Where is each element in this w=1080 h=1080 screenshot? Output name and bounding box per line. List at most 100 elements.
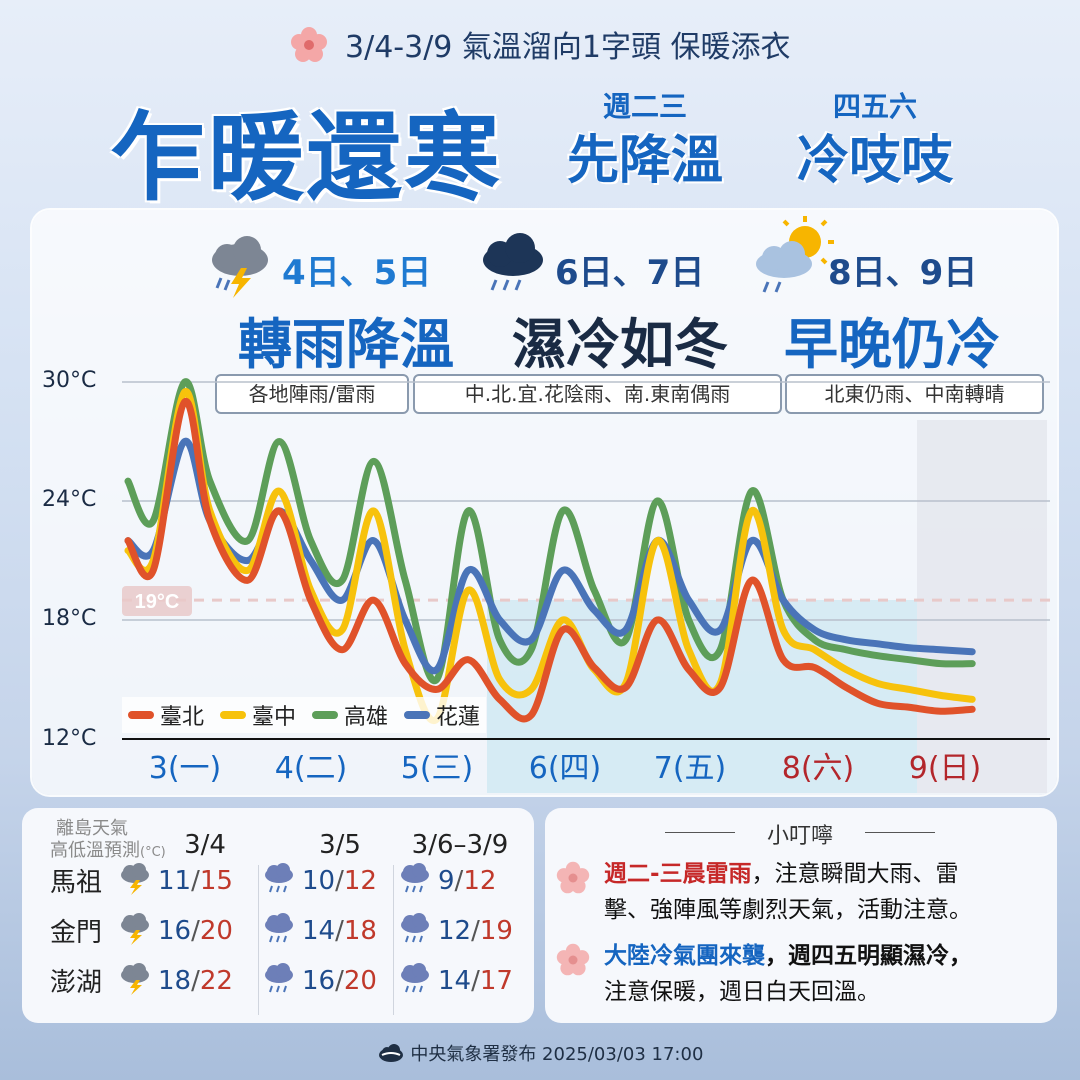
slash: / (335, 916, 344, 946)
low-temp: 16 (302, 966, 336, 996)
x-tick-label: 9(日) (908, 751, 982, 786)
high-temp: 19 (479, 916, 513, 946)
island-temp-cell: 11/15 (118, 862, 233, 900)
low-temp: 9 (438, 866, 455, 896)
slash: / (335, 866, 344, 896)
phase3-dates: 8日、9日 (828, 253, 978, 293)
high-temp: 20 (199, 916, 233, 946)
tip1-text-a: ，注意瞬間大雨、雷 (751, 861, 959, 887)
island-temp-cell: 16/20 (262, 962, 377, 1000)
low-temp: 18 (158, 966, 192, 996)
footer-text: 中央氣象署發布 2025/03/03 17:00 (410, 1044, 704, 1065)
legend-swatch (404, 711, 431, 719)
weekend-band (917, 420, 1047, 793)
rain-cloud-icon (262, 912, 296, 950)
legend-swatch (312, 711, 339, 719)
rain-cloud-icon (398, 862, 432, 900)
x-tick-label: 3(一) (148, 751, 222, 786)
tip2-text-a: ，週四五明顯濕冷， (765, 943, 972, 969)
temperature-chart: 19°C (122, 378, 1050, 793)
high-temp: 15 (199, 866, 233, 896)
chart-legend: 臺北 臺中 高雄 花蓮 (122, 697, 487, 733)
legend-swatch (220, 711, 247, 719)
legend-label: 高雄 (344, 705, 389, 730)
tip-1: 週二-三晨雷雨，注意瞬間大雨、雷 擊、強陣風等劇烈天氣，活動注意。 (604, 856, 1044, 928)
flower-icon (555, 860, 591, 900)
phase2-dates: 6日、7日 (555, 253, 705, 293)
legend-item-kaohsiung: 高雄 (312, 699, 388, 731)
x-tick-label: 4(二) (274, 751, 348, 786)
phase2-title: 濕冷如冬 (512, 313, 728, 376)
header-subtitle: 3/4-3/9 氣溫溜向1字頭 保暖添衣 (0, 22, 1080, 73)
flower-icon (555, 942, 591, 982)
part2-small: 四五六 (832, 90, 917, 123)
island-temp-cell: 16/20 (118, 912, 233, 950)
part1-big: 先降溫 (566, 131, 723, 191)
thunderstorm-icon (118, 862, 152, 900)
high-temp: 12 (463, 866, 497, 896)
island-temp-cell: 14/18 (262, 912, 377, 950)
series-kaohsiung-line (124, 378, 976, 685)
series-taipei-line (124, 398, 976, 723)
low-temp: 11 (158, 866, 192, 896)
islands-header: 離島天氣 高低溫預測(°C) (50, 818, 166, 864)
y-tick-label: 12°C (42, 726, 97, 751)
slash: / (335, 966, 344, 996)
tip1-highlight: 週二-三晨雷雨 (604, 861, 752, 887)
phase1-title: 轉雨降溫 (238, 313, 454, 376)
x-tick-label: 8(六) (781, 751, 855, 786)
low-temp: 14 (302, 916, 336, 946)
thunderstorm-icon (118, 962, 152, 1000)
legend-item-hualien: 花蓮 (404, 699, 480, 731)
island-temp-cell: 18/22 (118, 962, 233, 1000)
high-temp: 22 (199, 966, 233, 996)
divider (665, 832, 735, 833)
thunderstorm-icon (118, 912, 152, 950)
island-name: 馬祖 (50, 868, 103, 898)
x-tick-label: 5(三) (400, 751, 474, 786)
thunderstorm-icon (205, 232, 275, 306)
low-temp: 14 (438, 966, 472, 996)
legend-label: 臺北 (160, 705, 205, 730)
slash: / (471, 966, 480, 996)
tip-2: 大陸冷氣團來襲，週四五明顯濕冷， 注意保暖，週日白天回溫。 (604, 938, 1044, 1010)
partly-sunny-rain-icon (750, 212, 840, 306)
slash: / (454, 866, 464, 896)
y-tick-label: 18°C (42, 606, 97, 631)
phase3-desc: 北東仍雨、中南轉晴 (785, 374, 1044, 414)
island-col-header: 3/5 (319, 830, 361, 860)
tips-card (545, 808, 1057, 1023)
tip2-text-b: 注意保暖，週日白天回溫。 (604, 979, 880, 1005)
main-title: 乍暖還寒 (110, 102, 502, 214)
island-col-header: 3/6–3/9 (411, 830, 509, 860)
legend-item-taipei: 臺北 (128, 699, 204, 731)
tip1-text-b: 擊、強陣風等劇烈天氣，活動注意。 (604, 897, 972, 923)
slash: / (191, 866, 200, 896)
island-temp-cell: 12/19 (398, 912, 513, 950)
y-tick-label: 24°C (42, 487, 97, 512)
divider (865, 832, 935, 833)
island-temp-cell: 9/12 (398, 862, 496, 900)
legend-label: 臺中 (252, 705, 297, 730)
high-temp: 12 (343, 866, 377, 896)
phase3-title: 早晚仍冷 (784, 313, 1000, 376)
subtitle-text: 3/4-3/9 氣溫溜向1字頭 保暖添衣 (345, 30, 791, 65)
islands-header-line1: 離島天氣 (56, 818, 128, 839)
divider (258, 865, 259, 1015)
cwa-logo-icon (377, 1043, 405, 1068)
island-name: 澎湖 (50, 968, 103, 998)
high-temp: 18 (343, 916, 377, 946)
high-temp: 17 (479, 966, 513, 996)
rain-cloud-icon (398, 962, 432, 1000)
rain-cloud-icon (262, 862, 296, 900)
part2-big: 冷吱吱 (796, 131, 953, 191)
island-name: 金門 (50, 918, 103, 948)
slash: / (191, 916, 200, 946)
low-temp: 12 (438, 916, 472, 946)
rain-cloud-icon (478, 232, 548, 306)
islands-header-unit: (°C) (140, 845, 166, 860)
tip2-highlight: 大陸冷氣團來襲 (604, 943, 765, 969)
rain-cloud-icon (398, 912, 432, 950)
island-temp-cell: 10/12 (262, 862, 377, 900)
slash: / (191, 966, 200, 996)
